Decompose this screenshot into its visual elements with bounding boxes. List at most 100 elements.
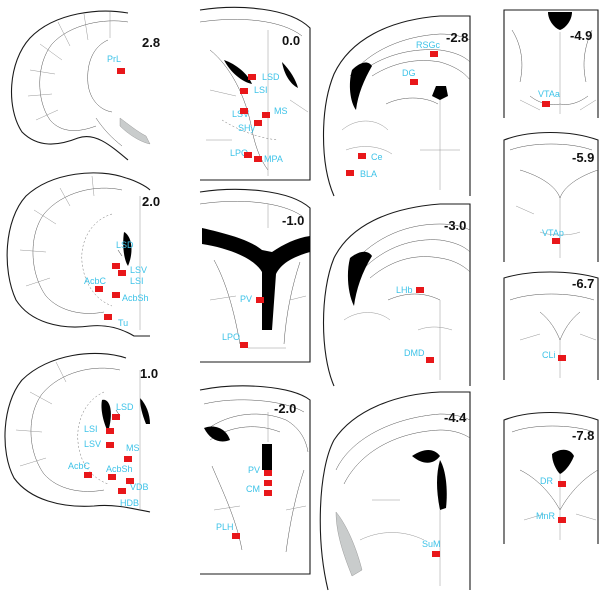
region-label-vdb: VDB: [130, 482, 149, 492]
region-label-lsv: LSV: [130, 265, 147, 275]
region-label-prl: PrL: [107, 54, 121, 64]
region-label-lsi: LSI: [130, 276, 144, 286]
injection-site-marker: [542, 101, 550, 107]
region-label-lsd: LSD: [116, 402, 134, 412]
section-bregma-2.8: 2.8 PrL: [10, 10, 160, 161]
injection-site-marker: [106, 428, 114, 434]
bregma-label: -5.9: [572, 150, 594, 165]
bregma-label: 2.8: [142, 35, 160, 50]
section-bregma-0.0: 0.0 LSD LSI LSV MS SHy LPO MPA: [199, 6, 311, 181]
bregma-label: 2.0: [142, 194, 160, 209]
injection-site-marker: [254, 156, 262, 162]
section-bregma--2.0: -2.0 PV CM PLH: [199, 385, 311, 575]
injection-site-marker: [232, 533, 240, 539]
injection-site-marker: [416, 287, 424, 293]
injection-site-marker: [264, 480, 272, 486]
region-label-lsd: LSD: [262, 72, 280, 82]
injection-site-marker: [430, 51, 438, 57]
region-label-lsi: LSI: [84, 424, 98, 434]
bregma-label: -4.9: [570, 28, 592, 43]
region-label-ms: MS: [274, 106, 288, 116]
region-label-lpo: LPO: [222, 332, 240, 342]
region-label-plh: PLH: [216, 522, 234, 532]
region-label-mnr: MnR: [536, 511, 556, 521]
region-label-rsgc: RSGc: [416, 40, 441, 50]
bregma-label: -3.0: [444, 218, 466, 233]
injection-site-marker: [112, 263, 120, 269]
injection-site-marker: [358, 153, 366, 159]
injection-site-marker: [426, 357, 434, 363]
region-label-pv: PV: [248, 465, 260, 475]
region-label-lpo: LPO: [230, 148, 248, 158]
region-label-pv: PV: [240, 294, 252, 304]
region-label-mpa: MPA: [264, 154, 283, 164]
section-bregma--6.7: -6.7 CLi: [503, 271, 599, 380]
injection-site-marker: [112, 292, 120, 298]
injection-site-marker: [346, 170, 354, 176]
injection-site-marker: [108, 474, 116, 480]
region-label-shy: SHy: [238, 123, 256, 133]
region-label-hdb: HDB: [120, 498, 139, 508]
injection-site-marker: [117, 68, 125, 74]
injection-site-marker: [95, 286, 103, 292]
region-label-lsv: LSV: [84, 439, 101, 449]
injection-site-marker: [432, 551, 440, 557]
region-label-cli: CLi: [542, 350, 556, 360]
injection-site-marker: [552, 238, 560, 244]
injection-site-marker: [112, 414, 120, 420]
bregma-label: -2.8: [446, 30, 468, 45]
injection-site-marker: [248, 74, 256, 80]
injection-site-marker: [240, 88, 248, 94]
section-bregma--4.4: -4.4 SuM: [319, 391, 471, 591]
region-label-ms: MS: [126, 443, 140, 453]
injection-site-marker: [262, 112, 270, 118]
region-label-vtaa: VTAa: [538, 89, 560, 99]
bregma-label: -2.0: [274, 401, 296, 416]
region-label-sum: SuM: [422, 539, 441, 549]
injection-site-marker: [244, 152, 252, 158]
injection-site-marker: [264, 490, 272, 496]
injection-site-marker: [118, 488, 126, 494]
region-label-lhb: LHb: [396, 285, 413, 295]
region-label-acbc: AcbC: [68, 461, 91, 471]
section-bregma--2.8: -2.8 RSGc DG Ce BLA: [322, 15, 471, 197]
region-label-acbsh: AcbSh: [122, 293, 149, 303]
injection-site-marker: [104, 314, 112, 320]
bregma-label: -1.0: [282, 213, 304, 228]
region-label-dmd: DMD: [404, 348, 425, 358]
region-label-cm: CM: [246, 484, 260, 494]
bregma-label: -7.8: [572, 428, 594, 443]
injection-site-marker: [558, 355, 566, 361]
injection-site-marker: [106, 442, 114, 448]
injection-site-marker: [254, 120, 262, 126]
section-bregma--5.9: -5.9 VTAp: [503, 131, 599, 262]
region-label-vtap: VTAp: [542, 228, 564, 238]
bregma-label: 0.0: [282, 33, 300, 48]
region-label-lsi: LSI: [254, 85, 268, 95]
injection-site-marker: [410, 79, 418, 85]
section-bregma-2.0: 2.0 LSD LSV LSI AcbC AcbSh Tu: [6, 172, 160, 337]
region-label-bla: BLA: [360, 169, 377, 179]
injection-site-marker: [240, 342, 248, 348]
injection-site-marker: [118, 270, 126, 276]
section-bregma-1.0: 1.0 LSD LSI LSV MS AcbC AcbSh VDB HDB: [4, 352, 158, 513]
injection-site-marker: [240, 108, 248, 114]
section-bregma--1.0: -1.0 PV LPO: [199, 188, 311, 363]
region-label-tu: Tu: [118, 318, 128, 328]
bregma-label: 1.0: [140, 366, 158, 381]
region-label-dr: DR: [540, 476, 553, 486]
injection-site-marker: [558, 517, 566, 523]
bregma-label: -6.7: [572, 276, 594, 291]
injection-site-marker: [558, 481, 566, 487]
region-label-ce: Ce: [371, 152, 383, 162]
region-label-dg: DG: [402, 68, 416, 78]
section-bregma--7.8: -7.8 DR MnR: [503, 411, 599, 544]
injection-site-marker: [84, 472, 92, 478]
section-bregma--4.9: -4.9 VTAa: [503, 9, 599, 118]
injection-site-marker: [264, 470, 272, 476]
injection-site-marker: [256, 297, 264, 303]
section-bregma--3.0: -3.0 LHb DMD: [322, 203, 471, 387]
region-label-lsd: LSD: [116, 240, 134, 250]
injection-site-marker: [124, 456, 132, 462]
